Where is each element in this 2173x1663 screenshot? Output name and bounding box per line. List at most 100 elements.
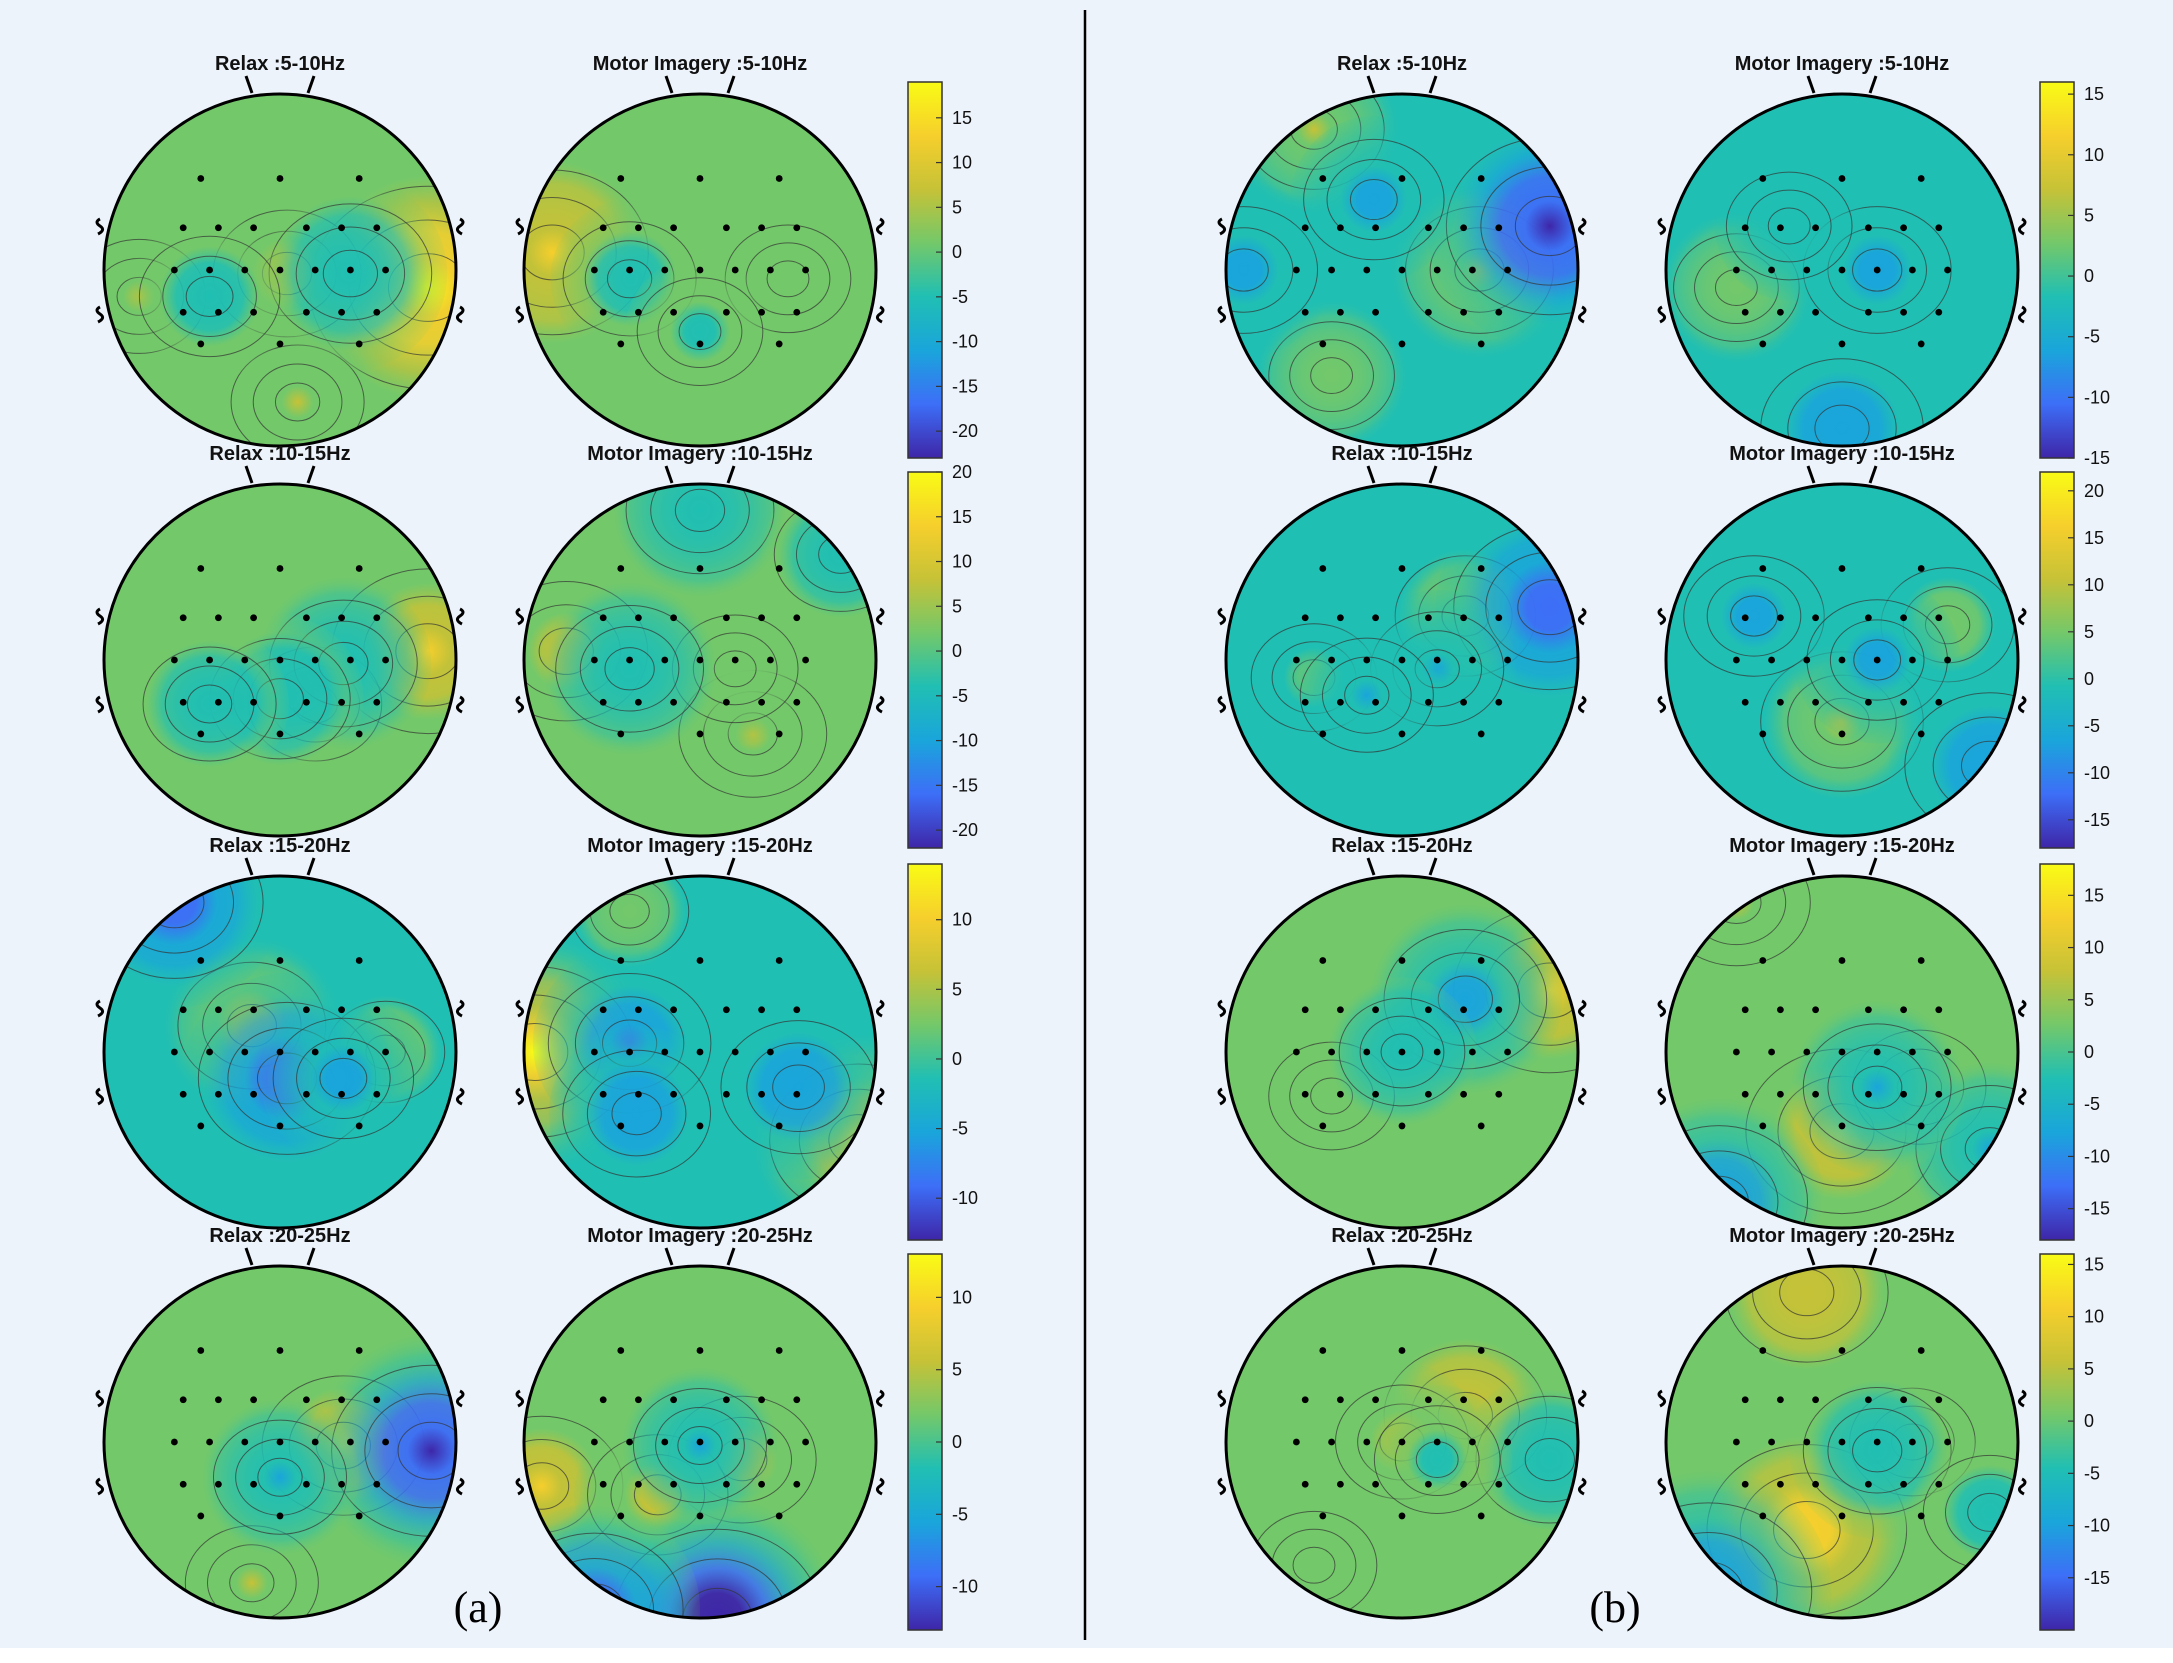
electrode-dot <box>1319 1512 1327 1520</box>
electrode-dot <box>276 730 284 738</box>
electrode-dot <box>1865 1090 1872 1098</box>
electrode-dot <box>1469 266 1476 274</box>
electrode-dot <box>696 266 704 274</box>
electrode-dot <box>1495 1006 1503 1014</box>
electrode-dot <box>355 340 363 348</box>
electrode-dot <box>1301 1396 1309 1404</box>
electrode-dot <box>1469 656 1476 664</box>
electrode-dot <box>1909 266 1916 274</box>
electrode-dot <box>303 224 310 232</box>
ear-mark <box>1577 305 1587 324</box>
electrode-dot <box>723 1480 730 1488</box>
topomap: Relax :5-10Hz <box>1217 53 1587 448</box>
nose-left <box>1806 75 1816 94</box>
colorbar: 10 5 0 -5 -10 <box>907 863 978 1241</box>
electrode-dot <box>775 957 783 964</box>
contour-line <box>604 647 655 691</box>
electrode-dot <box>197 1512 205 1520</box>
electrode-dot <box>1337 308 1344 316</box>
electrode-dot <box>1873 266 1881 274</box>
contour-line <box>1725 171 1853 281</box>
electrode-dot <box>626 1438 633 1446</box>
map-title: Motor Imagery :5-10Hz <box>593 53 808 75</box>
electrode-dot <box>1944 266 1951 274</box>
contour-line <box>274 382 321 422</box>
ear-mark <box>515 305 525 324</box>
electrode-dot <box>1917 565 1925 572</box>
ear-mark <box>2017 305 2027 324</box>
electrode-dot <box>1293 1048 1300 1056</box>
ear-mark <box>875 1477 885 1496</box>
contour-line <box>1292 1546 1336 1584</box>
colorbar: 15 10 5 0 -5 -10 -15 -20 <box>907 81 978 459</box>
electrode-dot <box>1293 266 1300 274</box>
colorbar: 20 15 10 5 0 -5 -10 -15 <box>2039 471 2110 849</box>
colorbar-tick-label: 5 <box>2084 990 2094 1010</box>
electrode-dot <box>1917 1347 1925 1354</box>
electrode-dot <box>1460 1396 1467 1404</box>
electrode-dot <box>206 656 214 664</box>
electrode-dot <box>215 224 222 232</box>
ear-mark <box>1577 607 1587 626</box>
electrode-dot <box>1900 1006 1907 1014</box>
ear-mark <box>1217 1087 1227 1106</box>
electrode-dot <box>355 175 363 182</box>
colorbar-tick-label: 0 <box>2084 1042 2094 1062</box>
contour-line <box>655 1407 745 1485</box>
colorbar-tick-label: -15 <box>952 376 978 396</box>
electrode-dot <box>338 1006 345 1014</box>
electrode-dot <box>338 1480 345 1488</box>
electrode-dot <box>617 957 625 964</box>
electrode-dot <box>1301 1006 1309 1014</box>
electrode-dot <box>1398 1438 1406 1446</box>
electrode-dot <box>1398 266 1406 274</box>
contour-line <box>579 626 680 712</box>
ear-mark <box>1217 1389 1227 1408</box>
electrode-dot <box>1759 175 1767 182</box>
electrode-dot <box>1337 224 1344 232</box>
contour-line <box>1787 381 1897 446</box>
electrode-dot <box>1917 175 1925 182</box>
electrode-dot <box>1460 308 1467 316</box>
ear-mark <box>455 1087 465 1106</box>
electrode-dot <box>1777 1396 1784 1404</box>
electrode-dot <box>1741 698 1749 706</box>
electrode-dot <box>311 1438 319 1446</box>
map-title: Relax :10-15Hz <box>209 443 350 465</box>
electrode-dot <box>373 1396 381 1404</box>
head-outline <box>1664 482 2020 838</box>
colorbar-tick-label: 0 <box>952 1432 962 1452</box>
ear-mark <box>1217 217 1227 236</box>
electrode-dot <box>276 656 284 664</box>
electrode-dot <box>758 308 765 316</box>
electrode-dot <box>617 565 625 572</box>
electrode-dot <box>382 656 389 664</box>
electrode-dot <box>215 1006 222 1014</box>
electrode-dot <box>1873 656 1881 664</box>
map-title: Motor Imagery :10-15Hz <box>1729 443 1955 465</box>
ear-mark <box>1577 999 1587 1018</box>
electrode-dot <box>767 1048 774 1056</box>
electrode-dot <box>591 1438 598 1446</box>
contour-line <box>397 1421 456 1480</box>
contour-line <box>613 1528 822 1618</box>
ear-mark <box>1657 607 1667 626</box>
electrode-dot <box>276 340 284 348</box>
electrode-dot <box>599 308 607 316</box>
electrode-dot <box>1495 1480 1503 1488</box>
ear-mark <box>2017 217 2027 236</box>
contour-line <box>562 1049 712 1178</box>
electrode-dot <box>347 656 354 664</box>
colorbar-tick-label: -5 <box>2084 327 2100 347</box>
panel-label: (a) <box>454 1583 503 1632</box>
contour-line <box>1226 206 1319 334</box>
colorbar-tick-label: 5 <box>952 979 962 999</box>
contour-line <box>636 277 764 386</box>
contour-line <box>1706 575 1802 657</box>
electrode-dot <box>355 957 363 964</box>
electrode-dot <box>1337 1396 1344 1404</box>
electrode-dot <box>775 1512 783 1520</box>
ear-mark <box>1657 305 1667 324</box>
contour-line <box>1517 579 1578 636</box>
electrode-dot <box>1504 1438 1511 1446</box>
